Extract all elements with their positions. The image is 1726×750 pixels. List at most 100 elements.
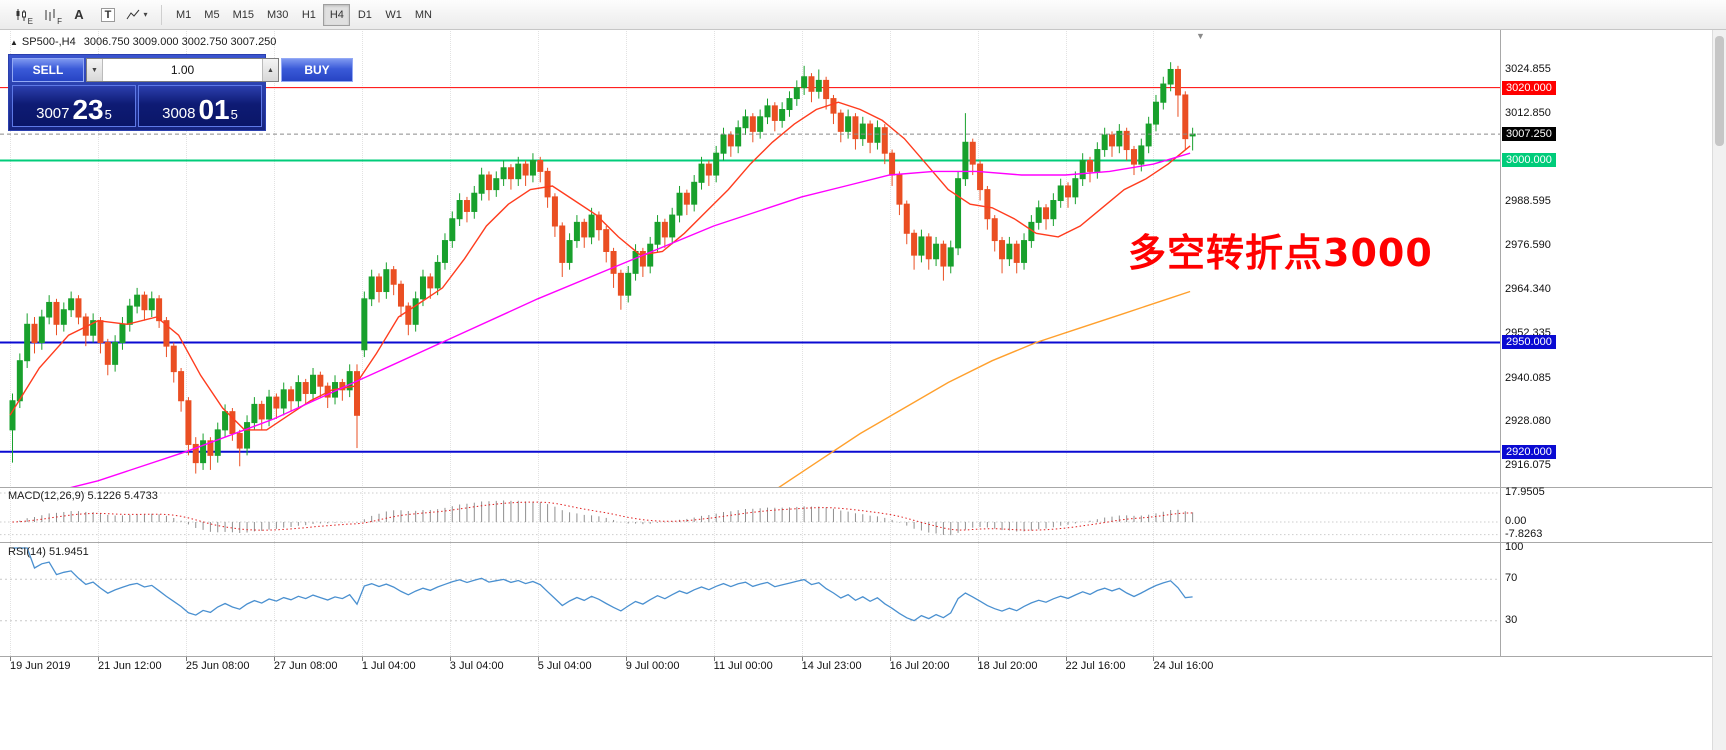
buy-button[interactable]: BUY <box>281 58 353 82</box>
price-axis-label: 2928.080 <box>1505 415 1551 428</box>
time-tick <box>10 657 11 661</box>
time-tick <box>1065 657 1067 661</box>
label-tool-icon[interactable]: T <box>95 4 121 26</box>
ma-slow-line[interactable] <box>772 290 1191 488</box>
timeframe-button-M5[interactable]: M5 <box>198 4 225 26</box>
time-tick <box>537 657 539 661</box>
text-annotation-icon-glyph: A <box>74 7 84 22</box>
rsi-timeaxis-separator <box>0 656 1726 657</box>
timeframe-button-M15[interactable]: M15 <box>227 4 260 26</box>
rsi-panel[interactable] <box>0 543 1500 656</box>
candles-chart-icon[interactable]: E <box>8 4 34 26</box>
time-axis-label: 16 Jul 20:00 <box>889 660 950 672</box>
timeframe-button-W1[interactable]: W1 <box>379 4 408 26</box>
ma-fast-line[interactable] <box>9 101 1191 431</box>
time-tick <box>185 657 187 661</box>
vertical-gridline <box>97 31 99 656</box>
price-axis-label: 3012.850 <box>1505 106 1551 119</box>
symbol-label: SP500-,H4 <box>21 36 76 48</box>
ma-mid-line[interactable] <box>10 152 1191 487</box>
vertical-gridline <box>537 31 539 656</box>
dropdown-caret-icon[interactable]: ▾ <box>143 10 148 19</box>
time-axis-label: 14 Jul 23:00 <box>801 660 862 672</box>
rsi-label: RSI(14) 51.9451 <box>8 546 89 558</box>
time-axis-label: 21 Jun 12:00 <box>97 660 162 672</box>
time-tick <box>361 657 363 661</box>
time-axis-label: 11 Jul 00:00 <box>713 660 773 672</box>
bars-chart-icon[interactable]: F <box>45 8 62 26</box>
time-tick <box>273 657 275 661</box>
price-tag-2950.000: 2950.000 <box>1502 335 1556 350</box>
sell-price-frac: 5 <box>104 107 112 122</box>
time-axis-label: 3 Jul 04:00 <box>449 660 504 672</box>
candlestick-series <box>9 62 1196 474</box>
timeframe-button-D1[interactable]: D1 <box>351 4 378 26</box>
price-tag-2920.000: 2920.000 <box>1502 444 1556 459</box>
text-annotation-icon[interactable]: A <box>66 4 92 26</box>
time-tick <box>97 657 99 661</box>
vertical-gridline <box>185 31 187 656</box>
timeframe-buttons-group: M1 M5 M15 M30 H1 H4 D1 W1 MN <box>170 3 439 26</box>
volume-control: ▼ ▲ <box>86 58 279 82</box>
time-tick <box>977 657 979 661</box>
vertical-gridline <box>449 31 451 656</box>
panel-collapse-icon[interactable]: ▲ <box>10 38 18 47</box>
macd-rsi-separator[interactable] <box>0 542 1726 543</box>
price-chart[interactable] <box>0 30 1500 487</box>
scrollbar-thumb[interactable] <box>1715 36 1724 146</box>
time-tick <box>449 657 451 661</box>
time-axis-label: 24 Jul 16:00 <box>1153 660 1214 672</box>
price-tag-3007.250: 3007.250 <box>1502 127 1556 142</box>
vertical-gridline <box>801 31 803 656</box>
volume-increase-button[interactable]: ▲ <box>262 59 278 81</box>
chart-shift-marker[interactable]: ▼ <box>1196 31 1205 41</box>
vertical-gridline <box>625 31 627 656</box>
rsi-axis-label: 100 <box>1505 541 1524 553</box>
vertical-gridline <box>1065 31 1067 656</box>
macd-axis-label: -7.8263 <box>1505 527 1543 540</box>
sell-button[interactable]: SELL <box>12 58 84 82</box>
volume-decrease-button[interactable]: ▼ <box>87 59 103 81</box>
time-tick <box>1153 657 1155 661</box>
time-axis-label: 5 Jul 04:00 <box>537 660 592 672</box>
price-axis-label: 2940.085 <box>1505 371 1551 384</box>
vertical-gridline <box>1153 31 1155 656</box>
time-tick <box>801 657 803 661</box>
time-axis-label: 1 Jul 04:00 <box>361 660 416 672</box>
time-axis-label: 22 Jul 16:00 <box>1065 660 1126 672</box>
vertical-gridline <box>713 31 715 656</box>
sell-price-display[interactable]: 3007 23 5 <box>12 85 136 127</box>
buy-price-main: 3008 <box>162 104 196 122</box>
time-tick <box>889 657 891 661</box>
chart-annotation: 多空转折点3000 <box>1128 231 1433 275</box>
macd-panel[interactable] <box>0 488 1500 542</box>
time-axis-label: 19 Jun 2019 <box>10 660 71 672</box>
time-axis-label: 18 Jul 20:00 <box>977 660 1038 672</box>
buy-price-display[interactable]: 3008 01 5 <box>138 85 262 127</box>
price-axis-label: 2916.075 <box>1505 459 1551 471</box>
buy-price-frac: 5 <box>230 107 238 122</box>
timeframe-button-H4[interactable]: H4 <box>323 3 351 26</box>
price-tag-3000.000: 3000.000 <box>1502 153 1556 168</box>
vertical-scrollbar[interactable] <box>1712 30 1726 750</box>
sell-price-pips: 23 <box>72 94 104 126</box>
rsi-axis-label: 70 <box>1505 572 1518 585</box>
toolbar-separator <box>161 4 162 25</box>
macd-signal-line <box>12 501 1193 531</box>
toolbar-icons-group: E F A T ▾ <box>8 4 153 26</box>
draw-tool-icon[interactable]: ▾ <box>124 4 150 26</box>
rsi-line <box>12 547 1193 622</box>
price-axis-label: 2976.590 <box>1505 238 1551 251</box>
time-axis-label: 27 Jun 08:00 <box>273 660 338 672</box>
volume-input[interactable] <box>103 59 262 81</box>
timeframe-button-H1[interactable]: H1 <box>295 4 322 26</box>
time-axis-label: 25 Jun 08:00 <box>185 660 250 672</box>
price-axis-separator <box>1500 30 1501 657</box>
timeframe-button-M1[interactable]: M1 <box>170 4 197 26</box>
main-macd-separator[interactable] <box>0 487 1726 488</box>
timeframe-button-M30[interactable]: M30 <box>261 4 294 26</box>
timeframe-button-MN[interactable]: MN <box>409 4 438 26</box>
buy-price-pips: 01 <box>198 94 230 126</box>
